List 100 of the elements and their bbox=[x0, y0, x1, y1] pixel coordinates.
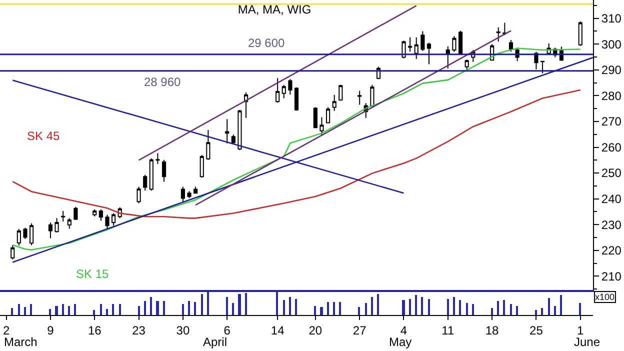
bar bbox=[541, 308, 543, 315]
x-tick-label: 18 bbox=[485, 323, 500, 338]
candlestick bbox=[414, 36, 418, 60]
y-tick-label: 270 bbox=[601, 114, 622, 129]
bar bbox=[182, 304, 184, 315]
y-tick-label: 220 bbox=[601, 244, 622, 258]
candlestick bbox=[112, 212, 116, 226]
candlestick bbox=[458, 30, 463, 56]
bar bbox=[106, 309, 108, 315]
bar bbox=[188, 301, 190, 315]
x-tick-label: 25 bbox=[530, 323, 544, 338]
bar bbox=[24, 307, 26, 315]
bar bbox=[119, 304, 121, 315]
bar bbox=[421, 297, 423, 315]
candlestick bbox=[420, 30, 425, 52]
bar bbox=[560, 295, 562, 315]
ref-line-label: 29 600 bbox=[248, 36, 286, 50]
candlestick bbox=[540, 60, 545, 74]
bar bbox=[554, 306, 556, 315]
bar bbox=[150, 297, 152, 315]
line-series bbox=[12, 89, 582, 219]
candlestick bbox=[16, 228, 21, 246]
bar bbox=[289, 297, 291, 315]
y-tick-label: 240 bbox=[601, 192, 622, 206]
text: April bbox=[203, 335, 228, 349]
bar bbox=[68, 306, 70, 315]
candlestick bbox=[231, 134, 236, 145]
x-tick-label: 11 bbox=[442, 323, 454, 338]
x-tick-label: 1 bbox=[577, 323, 584, 338]
candlestick bbox=[358, 90, 362, 106]
bar bbox=[11, 308, 13, 315]
y-tick-label: 260 bbox=[601, 140, 622, 154]
y-tick-label: 300 bbox=[601, 37, 622, 52]
candlestick bbox=[136, 186, 141, 204]
bar bbox=[144, 301, 146, 315]
candlestick bbox=[206, 129, 210, 160]
bar bbox=[156, 301, 159, 315]
text: May bbox=[389, 335, 412, 349]
bar bbox=[365, 303, 367, 315]
bar bbox=[371, 297, 373, 315]
bar bbox=[497, 301, 499, 315]
bar bbox=[201, 294, 203, 315]
bar bbox=[295, 299, 297, 315]
y-tick-label: 250 bbox=[601, 166, 622, 180]
candlestick bbox=[320, 116, 324, 136]
candlestick bbox=[98, 208, 103, 222]
y-tick-label: 210 bbox=[601, 269, 622, 284]
bar bbox=[447, 299, 449, 315]
candlestick bbox=[288, 78, 292, 96]
candlestick bbox=[105, 214, 110, 230]
candlestick bbox=[225, 118, 230, 144]
candlestick bbox=[370, 84, 374, 106]
x-tick-label: 9 bbox=[47, 323, 54, 338]
candlestick bbox=[238, 109, 242, 151]
bar bbox=[327, 302, 329, 315]
candlestick bbox=[402, 40, 406, 59]
x-tick-label: 20 bbox=[308, 323, 322, 338]
bar bbox=[333, 302, 335, 315]
y-tick-label: 310 bbox=[601, 12, 622, 26]
x-tick-label: 14 bbox=[270, 323, 285, 338]
bar bbox=[194, 302, 196, 315]
bar bbox=[226, 297, 228, 315]
bar bbox=[55, 306, 58, 315]
candlestick bbox=[149, 158, 154, 192]
x-tick-label: 2 bbox=[2, 323, 10, 338]
candlestick bbox=[313, 106, 318, 129]
bar bbox=[339, 302, 341, 315]
candlestick bbox=[408, 36, 412, 52]
text: SK 15 bbox=[76, 267, 110, 281]
candlestick bbox=[156, 152, 160, 165]
candlestick bbox=[578, 20, 582, 46]
y-tick-label: 230 bbox=[601, 218, 622, 232]
candlestick bbox=[426, 42, 432, 65]
bar bbox=[112, 304, 114, 315]
bar bbox=[402, 300, 405, 315]
candlestick bbox=[61, 210, 66, 222]
x-tick-label: 30 bbox=[176, 323, 190, 338]
candlestick bbox=[502, 22, 507, 36]
text: x100 bbox=[595, 292, 615, 302]
candlestick bbox=[54, 218, 59, 233]
candlestick bbox=[180, 186, 185, 202]
candlestick bbox=[143, 174, 148, 192]
candlestick bbox=[10, 244, 15, 260]
x-tick-label: 4 bbox=[400, 323, 408, 338]
bar bbox=[466, 303, 468, 315]
candlestick bbox=[23, 227, 28, 240]
candlestick bbox=[74, 206, 78, 220]
x-tick-label: 23 bbox=[132, 323, 146, 338]
candlestick bbox=[282, 84, 286, 99]
bar bbox=[453, 297, 455, 315]
bar bbox=[579, 303, 581, 315]
bar bbox=[138, 306, 140, 315]
candlestick bbox=[162, 159, 166, 182]
bar bbox=[472, 304, 474, 315]
candlestick bbox=[92, 208, 97, 217]
x-tick-label: 27 bbox=[352, 323, 367, 338]
bar bbox=[49, 309, 51, 315]
text: June bbox=[574, 335, 600, 349]
x-tick-label: 16 bbox=[88, 323, 102, 338]
bar bbox=[163, 301, 165, 315]
